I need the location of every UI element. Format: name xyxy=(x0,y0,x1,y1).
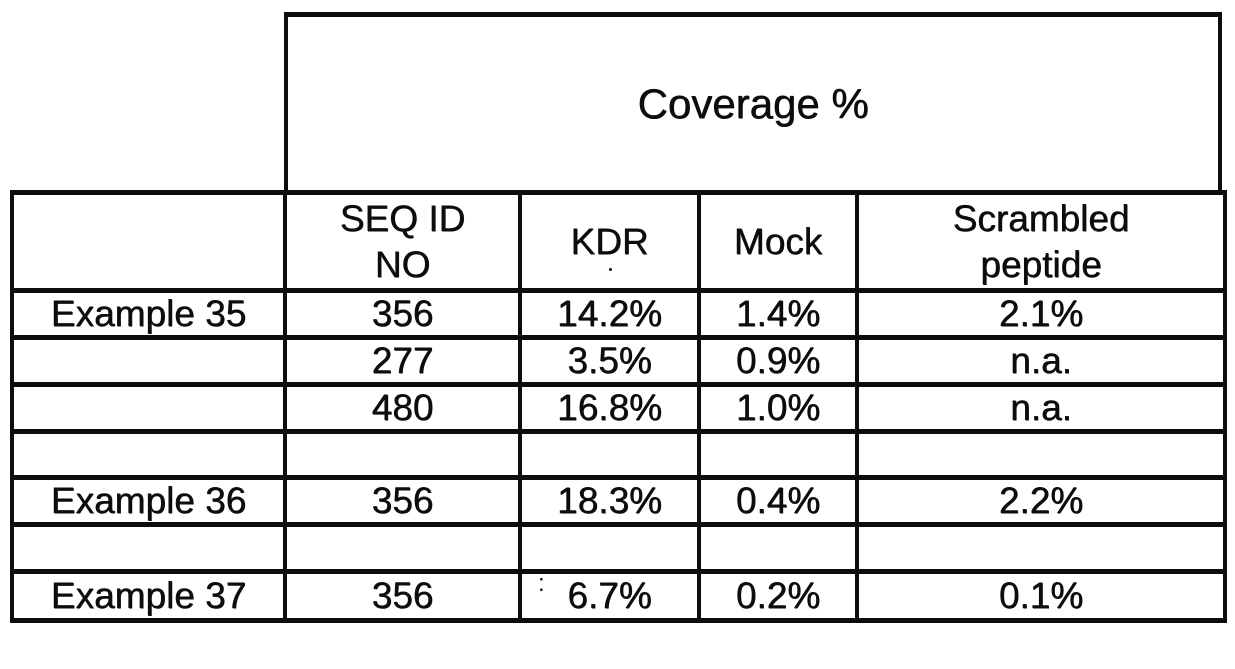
cell-seq-id: 356 xyxy=(283,288,522,340)
header-cell-row-label xyxy=(10,190,287,293)
cell-mock: 1.0% xyxy=(697,382,859,434)
cell-seq-id: 356 xyxy=(283,569,522,623)
table-row-example-37: Example 37 356 6.7% 0.2% 0.1% xyxy=(10,569,1227,623)
cell-example-label xyxy=(10,335,287,387)
table-row-empty xyxy=(10,522,1227,574)
cell-scrambled: 2.1% xyxy=(855,288,1227,340)
cell-seq-id xyxy=(283,429,522,480)
cell-kdr: 3.5% xyxy=(518,335,701,387)
header-cell-seq-id: SEQ ID NO xyxy=(283,190,522,293)
cell-mock: 0.2% xyxy=(697,569,859,623)
cell-mock xyxy=(697,429,859,480)
cell-mock: 1.4% xyxy=(697,288,859,340)
table-header-row: SEQ ID NO KDR Mock Scrambled peptide xyxy=(10,190,1227,293)
cell-seq-id: 277 xyxy=(283,335,522,387)
cell-example-label xyxy=(10,429,287,480)
table-row-empty xyxy=(10,429,1227,480)
cell-kdr: 6.7% xyxy=(518,569,701,623)
cell-example-label: Example 37 xyxy=(10,569,287,623)
table-row-example-35: Example 35 356 14.2% 1.4% 2.1% xyxy=(10,288,1227,340)
cell-mock: 0.9% xyxy=(697,335,859,387)
scan-artifact-dot xyxy=(609,268,612,271)
table-row-seq-480: 480 16.8% 1.0% n.a. xyxy=(10,382,1227,434)
seq-id-header-text: SEQ ID NO xyxy=(339,198,466,285)
cell-kdr: 16.8% xyxy=(518,382,701,434)
cell-mock xyxy=(697,522,859,574)
scan-artifact-colon: : xyxy=(538,570,545,597)
cell-kdr xyxy=(518,522,701,574)
cell-example-label xyxy=(10,522,287,574)
header-cell-mock: Mock xyxy=(697,190,859,293)
cell-mock: 0.4% xyxy=(697,475,859,527)
table-row-seq-277: 277 3.5% 0.9% n.a. xyxy=(10,335,1227,387)
cell-example-label: Example 36 xyxy=(10,475,287,527)
cell-scrambled xyxy=(855,522,1227,574)
cell-example-label: Example 35 xyxy=(10,288,287,340)
cell-scrambled: n.a. xyxy=(855,382,1227,434)
coverage-data-table: SEQ ID NO KDR Mock Scrambled peptide Exa… xyxy=(10,190,1227,623)
cell-scrambled: n.a. xyxy=(855,335,1227,387)
cell-scrambled xyxy=(855,429,1227,480)
table-row-example-36: Example 36 356 18.3% 0.4% 2.2% xyxy=(10,475,1227,527)
cell-example-label xyxy=(10,382,287,434)
coverage-title: Coverage % xyxy=(637,79,869,127)
coverage-header-box: Coverage % xyxy=(284,12,1222,190)
cell-seq-id: 480 xyxy=(283,382,522,434)
header-cell-scrambled-peptide: Scrambled peptide xyxy=(855,190,1227,293)
scrambled-peptide-header-text: Scrambled peptide xyxy=(952,198,1130,285)
cell-scrambled: 2.2% xyxy=(855,475,1227,527)
cell-kdr: 14.2% xyxy=(518,288,701,340)
cell-seq-id: 356 xyxy=(283,475,522,527)
cell-seq-id xyxy=(283,522,522,574)
cell-kdr: 18.3% xyxy=(518,475,701,527)
cell-kdr xyxy=(518,429,701,480)
cell-scrambled: 0.1% xyxy=(855,569,1227,623)
header-cell-kdr: KDR xyxy=(518,190,701,293)
